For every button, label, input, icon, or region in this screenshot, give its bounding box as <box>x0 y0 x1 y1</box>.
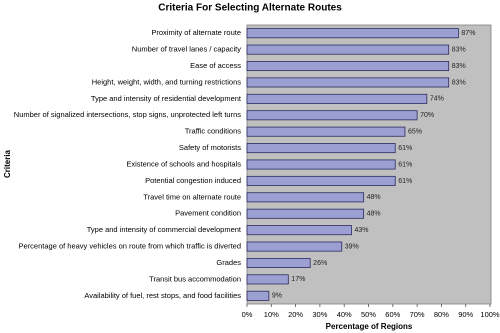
y-tick-label: Travel time on alternate route <box>143 192 241 201</box>
y-tick-label: Height, weight, width, and turning restr… <box>92 77 241 86</box>
bar <box>246 225 352 236</box>
x-axis-label: Percentage of Regions <box>326 322 413 331</box>
y-tick-label: Type and intensity of residential develo… <box>91 94 242 103</box>
y-tick-label: Traffic conditions <box>185 127 242 136</box>
x-tick-label: 90% <box>458 310 473 319</box>
y-tick-label: Availability of fuel, rest stops, and fo… <box>84 291 241 300</box>
bar <box>246 175 396 186</box>
value-label: 70% <box>420 112 434 119</box>
value-label: 61% <box>398 161 412 168</box>
y-tick-label: Ease of access <box>190 61 241 70</box>
bar <box>246 126 406 137</box>
bar <box>246 159 396 170</box>
value-label: 83% <box>452 46 466 53</box>
value-label: 74% <box>430 96 444 103</box>
value-label: 65% <box>408 129 422 136</box>
y-tick-label: Existence of schools and hospitals <box>126 159 241 168</box>
x-tick-label: 70% <box>410 310 425 319</box>
x-tick-label: 30% <box>312 310 327 319</box>
y-tick-label: Type and intensity of commercial develop… <box>87 225 242 234</box>
x-tick-label: 100% <box>480 310 500 319</box>
x-tick-label: 0% <box>242 310 253 319</box>
y-axis-label: Criteria <box>3 149 12 178</box>
bar <box>246 93 428 104</box>
value-label: 43% <box>354 227 368 234</box>
x-tick-label: 60% <box>385 310 400 319</box>
x-tick-label: 50% <box>361 310 376 319</box>
y-tick-label: Proximity of alternate route <box>151 28 241 37</box>
y-tick-label: Pavement condition <box>175 209 241 218</box>
bar <box>246 208 365 219</box>
bar <box>246 28 459 39</box>
value-label: 17% <box>291 276 305 283</box>
value-label: 26% <box>313 260 327 267</box>
value-label: 48% <box>367 211 381 218</box>
value-label: 48% <box>367 194 381 201</box>
bar <box>246 44 450 55</box>
bar <box>246 257 311 268</box>
y-tick-label: Percentage of heavy vehicles on route fr… <box>19 242 241 251</box>
bar <box>246 290 270 301</box>
chart-title: Criteria For Selecting Alternate Routes <box>158 3 342 14</box>
bar <box>246 241 343 252</box>
value-label: 61% <box>398 178 412 185</box>
x-tick-label: 10% <box>264 310 279 319</box>
bar <box>246 61 450 72</box>
y-tick-label: Grades <box>216 258 241 267</box>
value-label: 83% <box>452 63 466 70</box>
y-tick-label: Number of signalized intersections, stop… <box>14 110 241 119</box>
y-tick-label: Potential congestion induced <box>145 176 241 185</box>
y-tick-label: Safety of motorists <box>179 143 241 152</box>
bar <box>246 274 289 285</box>
value-label: 39% <box>345 243 359 250</box>
bar <box>246 110 418 121</box>
x-tick-label: 80% <box>434 310 449 319</box>
y-tick-label: Transit bus accommodation <box>149 274 241 283</box>
bar <box>246 77 450 88</box>
value-label: 87% <box>461 30 475 37</box>
value-label: 61% <box>398 145 412 152</box>
y-tick-label: Number of travel lanes / capacity <box>132 45 241 54</box>
value-label: 83% <box>452 79 466 86</box>
x-tick-label: 40% <box>337 310 352 319</box>
bar <box>246 192 365 203</box>
bar <box>246 143 396 154</box>
value-label: 9% <box>272 293 282 300</box>
x-tick-label: 20% <box>288 310 303 319</box>
